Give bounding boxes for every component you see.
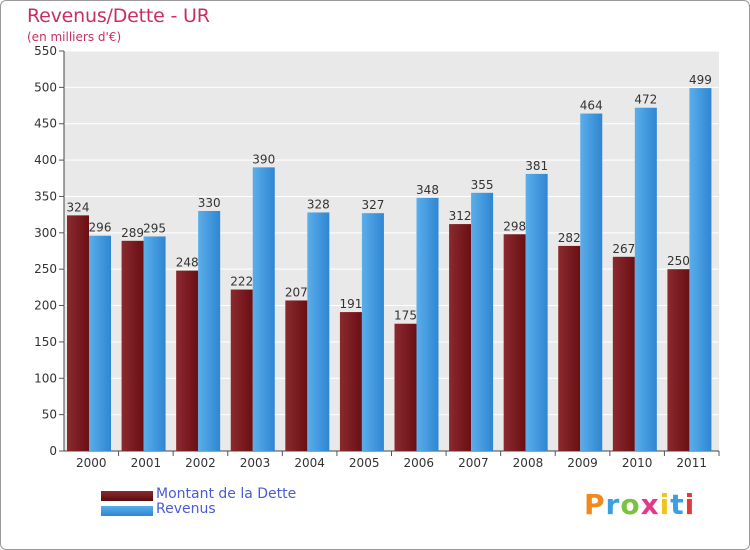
x-tick-label: 2011	[676, 456, 707, 470]
data-label: 289	[121, 226, 144, 240]
bar-dette	[558, 245, 581, 451]
data-label: 248	[176, 256, 199, 270]
y-tick-label: 100	[34, 371, 57, 385]
bar-dette	[176, 270, 199, 451]
y-tick-label: 400	[34, 153, 57, 167]
chart-subtitle: (en milliers d'€)	[27, 30, 122, 44]
x-tick-label: 2000	[76, 456, 107, 470]
x-tick-label: 2010	[622, 456, 653, 470]
y-tick-label: 0	[49, 444, 57, 458]
plot-background	[64, 51, 719, 451]
x-tick-label: 2002	[185, 456, 216, 470]
data-label: 348	[416, 183, 439, 197]
data-label: 250	[667, 254, 690, 268]
legend-label-revenus: Revenus	[156, 501, 216, 517]
data-label: 327	[361, 198, 384, 212]
bar-revenus	[525, 173, 548, 451]
bar-dette	[121, 240, 144, 451]
y-tick-label: 50	[42, 408, 57, 422]
y-tick-label: 150	[34, 335, 57, 349]
data-label: 390	[252, 152, 275, 166]
y-tick-label: 300	[34, 226, 57, 240]
x-tick-label: 2005	[349, 456, 380, 470]
chart-title: Revenus/Dette - UR	[27, 5, 210, 27]
data-label: 355	[471, 178, 494, 192]
x-tick-label: 2001	[131, 456, 162, 470]
bar-revenus	[416, 197, 439, 451]
data-label: 296	[89, 221, 112, 235]
legend-swatch-dette	[101, 491, 153, 501]
y-tick-label: 550	[34, 44, 57, 58]
data-label: 298	[503, 219, 526, 233]
bar-revenus	[689, 88, 712, 451]
x-tick-label: 2008	[513, 456, 544, 470]
data-label: 499	[689, 73, 712, 87]
y-tick-label: 350	[34, 189, 57, 203]
legend-swatch-revenus	[101, 506, 153, 516]
bar-dette	[285, 300, 308, 451]
bar-revenus	[634, 107, 657, 452]
bar-dette	[67, 215, 89, 451]
y-tick-label: 450	[34, 117, 57, 131]
bar-dette	[394, 323, 417, 451]
bar-revenus	[307, 212, 330, 451]
x-tick-label: 2009	[567, 456, 598, 470]
x-tick-label: 2006	[404, 456, 435, 470]
data-label: 282	[558, 231, 581, 245]
bar-dette	[230, 289, 253, 451]
bar-dette	[503, 234, 526, 451]
bar-revenus	[198, 211, 221, 451]
data-label: 207	[285, 285, 308, 299]
bar-dette	[449, 224, 472, 451]
data-label: 324	[67, 200, 90, 214]
x-tick-label: 2003	[240, 456, 271, 470]
data-label: 472	[634, 93, 657, 107]
data-label: 330	[198, 196, 221, 210]
x-tick-label: 2007	[458, 456, 489, 470]
data-label: 295	[143, 221, 166, 235]
y-tick-label: 500	[34, 80, 57, 94]
data-label: 328	[307, 197, 330, 211]
data-label: 222	[230, 275, 253, 289]
y-tick-label: 250	[34, 262, 57, 276]
bar-revenus	[143, 236, 166, 451]
data-label: 312	[449, 209, 472, 223]
bar-dette	[667, 269, 690, 451]
bar-revenus	[471, 192, 494, 451]
bar-revenus	[89, 235, 111, 451]
data-label: 191	[339, 297, 362, 311]
legend-label-dette: Montant de la Dette	[156, 486, 297, 502]
x-tick-label: 2004	[294, 456, 325, 470]
data-label: 175	[394, 309, 417, 323]
bar-revenus	[252, 167, 275, 451]
y-tick-label: 200	[34, 299, 57, 313]
data-label: 464	[580, 99, 603, 113]
bar-revenus	[361, 213, 384, 451]
bar-dette	[339, 312, 362, 451]
proxiti-logo: Proxiti	[584, 488, 696, 521]
data-label: 381	[525, 159, 548, 173]
data-label: 267	[612, 242, 635, 256]
bar-revenus	[580, 113, 603, 451]
bar-dette	[612, 256, 635, 451]
